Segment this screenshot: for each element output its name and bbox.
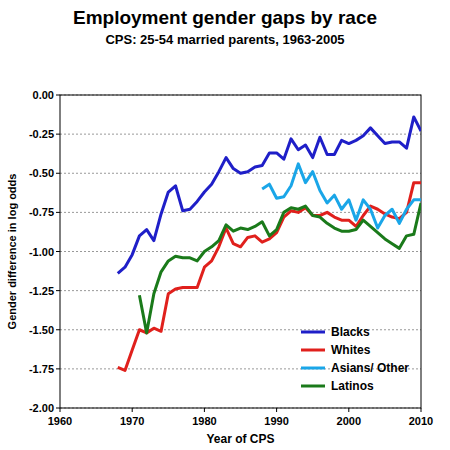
y-tick-label: -1.75: [29, 363, 54, 375]
y-tick-label: -2.00: [29, 402, 54, 414]
grid-line: [60, 290, 421, 291]
x-tick: [132, 408, 133, 412]
y-tick: [56, 290, 60, 291]
x-tick: [421, 408, 422, 412]
chart-svg: Employment gender gaps by race CPS: 25-54…: [0, 0, 450, 450]
y-tick: [56, 134, 60, 135]
y-tick-label: -0.25: [29, 128, 54, 140]
y-tick-label: -1.00: [29, 246, 54, 258]
y-tick: [56, 212, 60, 213]
x-tick-label: 1980: [192, 415, 216, 427]
y-axis-label: Gender difference in log odds: [6, 174, 18, 330]
x-tick: [204, 408, 205, 412]
series-line: [262, 164, 421, 228]
x-tick-label: 2010: [409, 415, 433, 427]
subtitle: CPS: 25-54 married parents, 1963-2005: [105, 32, 344, 47]
x-axis-label: Year of CPS: [206, 432, 274, 446]
legend-label: Whites: [331, 343, 371, 357]
y-tick-label: -0.50: [29, 167, 54, 179]
legend: Blacks Whites Asians/ Other Latinos: [301, 325, 409, 393]
chart-container: Employment gender gaps by race CPS: 25-54…: [0, 0, 450, 450]
legend-label: Asians/ Other: [331, 361, 409, 375]
series-group: [118, 117, 421, 371]
y-tick-label: -0.75: [29, 206, 54, 218]
legend-swatch: [301, 331, 325, 334]
legend-label: Blacks: [331, 325, 370, 339]
legend-swatch: [301, 367, 325, 370]
y-tick: [56, 251, 60, 252]
grid-line: [60, 251, 421, 252]
x-tick-label: 1960: [48, 415, 72, 427]
legend-swatch: [301, 385, 325, 388]
x-tick: [348, 408, 349, 412]
x-tick-label: 2000: [337, 415, 361, 427]
y-tick: [56, 408, 60, 409]
series-line: [118, 117, 421, 274]
y-tick: [56, 368, 60, 369]
y-tick-label: 0.00: [33, 89, 54, 101]
x-tick-label: 1990: [264, 415, 288, 427]
y-tick: [56, 95, 60, 96]
y-tick: [56, 329, 60, 330]
y-tick: [56, 173, 60, 174]
legend-label: Latinos: [331, 379, 374, 393]
legend-swatch: [301, 349, 325, 352]
x-tick: [60, 408, 61, 412]
x-tick-label: 1970: [120, 415, 144, 427]
series-line: [139, 203, 421, 333]
title: Employment gender gaps by race: [73, 7, 377, 28]
y-tick-label: -1.50: [29, 324, 54, 336]
x-tick: [276, 408, 277, 412]
y-tick-label: -1.25: [29, 285, 54, 297]
series-line: [118, 183, 421, 371]
plot-frame: [60, 95, 421, 408]
